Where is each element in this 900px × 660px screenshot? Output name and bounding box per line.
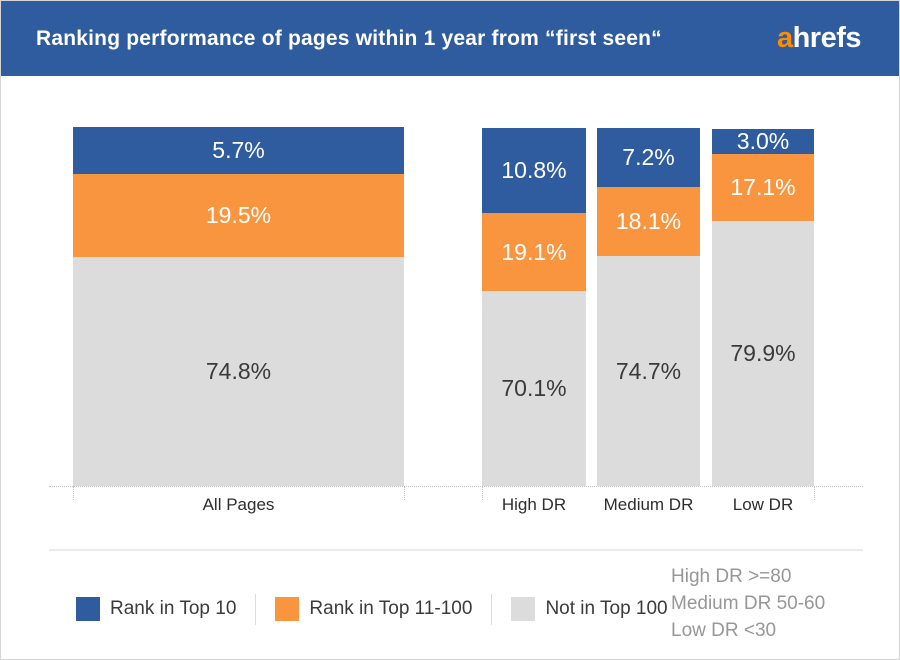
legend-divider <box>491 593 493 625</box>
segment-rank-in-top-11-100-high-dr: 19.1% <box>482 213 586 291</box>
segment-value-label: 3.0% <box>736 128 790 154</box>
segment-rank-in-top-10-all-pages: 5.7% <box>73 127 404 174</box>
segment-value-label: 10.8% <box>501 157 567 183</box>
legend-label: Rank in Top 11-100 <box>309 598 473 619</box>
segment-not-in-top-100-all-pages: 74.8% <box>73 257 404 486</box>
segment-value-label: 19.1% <box>501 238 567 265</box>
x-axis-label-all-pages: All Pages <box>202 495 275 514</box>
ahrefs-logo: ahrefs <box>776 21 862 54</box>
segment-value-label: 70.1% <box>501 375 567 401</box>
legend-swatch <box>275 597 300 621</box>
legend-label: Rank in Top 10 <box>110 598 237 619</box>
legend-label: Not in Top 100 <box>545 598 668 619</box>
segment-rank-in-top-11-100-low-dr: 17.1% <box>712 154 814 221</box>
legend-item-not-in-top-100: Not in Top 100 <box>511 597 668 621</box>
legend-item-rank-in-top-11-100: Rank in Top 11-100 <box>275 597 472 621</box>
segment-value-label: 5.7% <box>212 137 265 163</box>
x-axis-label-medium-dr: Medium DR <box>603 495 694 514</box>
footer-divider <box>49 549 863 551</box>
segment-rank-in-top-10-low-dr: 3.0% <box>712 128 814 154</box>
segment-value-label: 19.5% <box>205 202 272 228</box>
bar-low-dr: 3.0% 17.1% 79.9% <box>712 128 814 486</box>
segment-value-label: 74.7% <box>615 357 682 384</box>
x-axis-tick <box>482 486 483 500</box>
segment-rank-in-top-10-medium-dr: 7.2% <box>597 128 700 187</box>
dr-definitions: High DR >=80 Medium DR 50-60 Low DR <30 <box>671 563 825 644</box>
bar-all-pages: 5.7% 19.5% 74.8% <box>73 127 404 486</box>
segment-not-in-top-100-medium-dr: 74.7% <box>597 256 700 486</box>
segment-value-label: 7.2% <box>622 144 675 170</box>
segment-value-label: 79.9% <box>730 340 796 366</box>
segment-not-in-top-100-low-dr: 79.9% <box>712 221 814 486</box>
x-axis-line <box>49 486 863 487</box>
chart-title: Ranking performance of pages within 1 ye… <box>36 26 662 50</box>
legend-swatch <box>76 597 100 621</box>
segment-value-label: 74.8% <box>205 358 272 384</box>
legend-item-rank-in-top-10: Rank in Top 10 <box>76 597 236 621</box>
segment-value-label: 17.1% <box>730 174 796 200</box>
legend-divider <box>255 593 257 625</box>
dr-definition-line: Low DR <30 <box>671 620 777 641</box>
ahrefs-logo-accent: a <box>776 21 793 54</box>
x-axis-tick <box>73 486 74 500</box>
header-bar: Ranking performance of pages within 1 ye… <box>1 1 899 76</box>
x-axis-label-low-dr: Low DR <box>732 495 794 514</box>
legend: Rank in Top 10 Rank in Top 11-100 Not in T… <box>76 592 668 626</box>
bar-high-dr: 10.8% 19.1% 70.1% <box>482 128 586 486</box>
dr-definition-line: High DR >=80 <box>671 566 792 587</box>
segment-rank-in-top-11-100-medium-dr: 18.1% <box>597 187 700 256</box>
segment-rank-in-top-11-100-all-pages: 19.5% <box>73 174 404 257</box>
segment-rank-in-top-10-high-dr: 10.8% <box>482 128 586 213</box>
x-axis-label-high-dr: High DR <box>501 495 567 514</box>
segment-not-in-top-100-high-dr: 70.1% <box>482 291 586 486</box>
x-axis-tick <box>404 486 405 500</box>
legend-swatch <box>511 597 536 621</box>
x-axis-tick <box>814 486 815 500</box>
segment-value-label: 18.1% <box>615 208 682 234</box>
dr-definition-line: Medium DR 50-60 <box>671 593 826 614</box>
bar-medium-dr: 7.2% 18.1% 74.7% <box>597 128 700 486</box>
ahrefs-logo-text: hrefs <box>792 21 862 54</box>
